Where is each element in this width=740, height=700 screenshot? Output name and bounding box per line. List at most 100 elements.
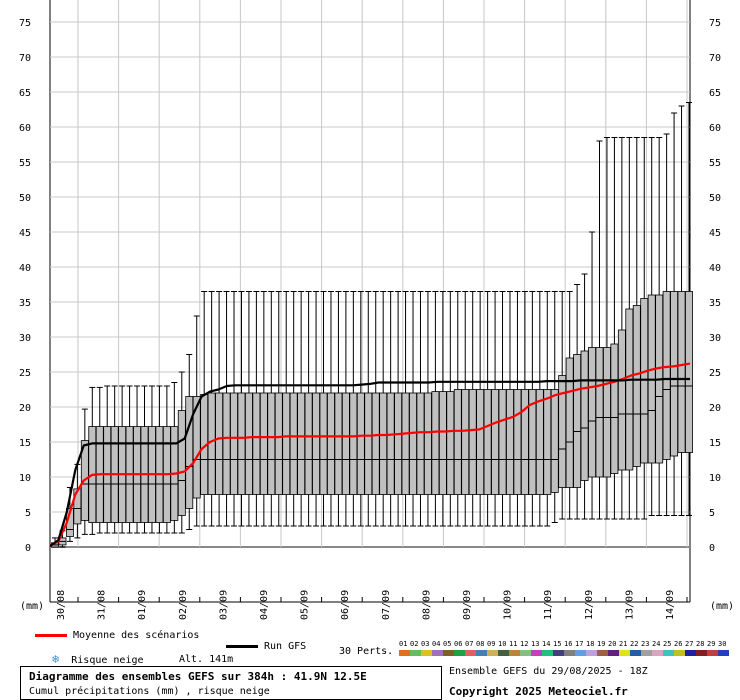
ensemble-box [349,291,358,527]
box-iqr [252,392,261,495]
perturbation-number: 12 [520,640,529,648]
perturbation-number: 10 [498,640,507,648]
perturbation-swatch [476,650,487,656]
ensemble-box [386,291,395,527]
ensemble-box [655,137,664,516]
ensemble-box [103,385,112,534]
ensemble-box [200,291,209,527]
date-label: 10/09 [503,590,514,620]
ensemble-box [230,291,238,527]
box-iqr [685,291,693,453]
box-iqr [177,410,186,516]
ensemble-box [148,385,156,534]
legend-mean-label: Moyenne des scénarios [73,630,200,641]
ensemble-box [625,137,634,520]
diagram-subtitle: Cumul précipitations (mm) , risque neige [29,686,270,697]
run-info: Ensemble GEFS du 29/08/2025 - 18Z [449,666,648,677]
ensemble-box [341,291,350,527]
perturbation-swatch [564,650,575,656]
y-axis-unit-left: (mm) [20,601,44,612]
y-tick-label-right: 35 [709,298,721,309]
perturbation-number: 07 [465,640,474,648]
box-iqr [401,392,410,495]
ensemble-box [461,291,470,527]
date-label: 08/09 [421,590,432,620]
date-label: 31/08 [97,590,108,620]
box-iqr [259,392,268,495]
perturbation-number: 20 [608,640,617,648]
y-tick-label-right: 55 [709,158,721,169]
ensemble-box [513,291,522,527]
date-labels: 30/08 31/08 01/09 02/09 03/09 04/09 05/09 06/09… [56,590,676,620]
box-iqr [565,357,574,488]
box-iqr [289,392,298,495]
y-tick-label-left: 75 [19,18,31,29]
box-iqr [446,391,455,495]
ensemble-box [394,291,403,527]
perturbation-number: 08 [476,640,485,648]
box-iqr [386,392,395,495]
ensemble-box [140,385,149,534]
ensemble-box [632,137,641,520]
ensemble-box [110,385,119,534]
perturbation-swatch [399,650,410,656]
ensemble-box [595,140,604,520]
y-tick-label-left: 30 [19,333,31,344]
y-tick-label-left: 0 [25,543,31,554]
perturbation-number: 26 [674,640,683,648]
y-tick-label-left: 60 [19,123,31,134]
y-tick-label-right: 0 [709,543,715,554]
y-tick-label-right: 40 [709,263,721,274]
ensemble-box [73,463,82,539]
y-tick-label-right: 15 [709,438,721,449]
y-tick-label-right: 10 [709,473,721,484]
ensemble-box [371,291,380,527]
y-tick-label-right: 45 [709,228,721,239]
perturbation-number: 23 [641,640,650,648]
ensemble-box [80,408,89,535]
box-iqr [341,392,350,495]
box-iqr [506,389,514,495]
legend-snow: ❄ Risque neige [52,652,144,666]
ensemble-box [289,291,298,527]
box-iqr [513,389,522,495]
perturbation-number: 22 [630,640,639,648]
perturbation-colors [399,650,729,656]
perturbation-swatch [685,650,696,656]
ensemble-box [207,291,216,527]
box-iqr [319,392,328,495]
box-iqr [491,389,500,495]
ensemble-box [162,385,171,534]
perturbation-swatch [652,650,663,656]
box-iqr [349,392,358,495]
box-iqr [438,391,447,495]
ensemble-box [327,291,335,527]
mean-series-line [49,362,691,547]
y-tick-label-left: 50 [19,193,31,204]
perturbation-swatch [410,650,421,656]
ensemble-box [446,291,455,527]
y-tick-label-right: 70 [709,53,721,64]
box-iqr [580,350,589,481]
perturbation-number: 17 [575,640,584,648]
ensemble-box [155,385,164,534]
perturbation-number: 03 [421,640,430,648]
ensemble-box [543,291,552,527]
ensemble-box [118,385,127,534]
legend-gfs-label: Run GFS [264,641,307,652]
ensemble-box [670,112,679,516]
perturbation-swatch [432,650,443,656]
perturbation-number: 01 [399,640,408,648]
y-tick-label-left: 35 [19,298,31,309]
y-tick-label-left: 5 [25,508,31,519]
box-iqr [297,392,306,495]
snowflake-icon: ❄ [52,652,60,666]
ensemble-box [610,137,619,520]
perturbation-swatch [707,650,718,656]
y-tick-label-right: 20 [709,403,721,414]
ensemble-box [95,386,104,534]
perturbation-number: 04 [432,640,441,648]
y-tick-label-left: 20 [19,403,31,414]
